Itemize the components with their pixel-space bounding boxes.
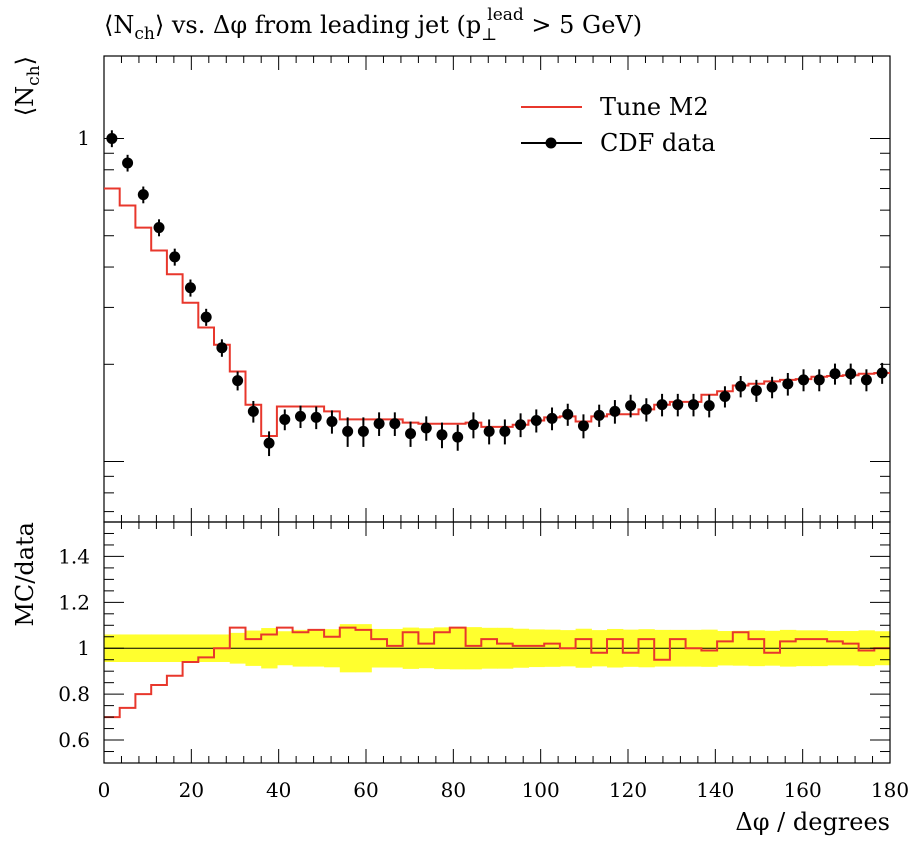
data-point	[609, 405, 621, 417]
legend-mc-label: Tune M2	[600, 93, 709, 121]
legend-data-label: CDF data	[600, 129, 716, 157]
data-point	[436, 429, 448, 441]
data-point	[656, 399, 668, 411]
data-point	[169, 251, 181, 263]
data-point	[688, 399, 699, 411]
data-point	[106, 132, 118, 144]
ratio-y-tick-label: 1.4	[58, 544, 90, 568]
data-point	[845, 368, 857, 380]
legend-data-marker	[545, 137, 557, 149]
data-point	[766, 381, 778, 393]
ratio-y-tick-label: 1	[77, 636, 90, 660]
data-point	[200, 311, 212, 323]
data-point	[577, 420, 589, 432]
y-axis-label-main: ⟨Nch⟩	[11, 56, 44, 116]
data-point	[640, 403, 652, 415]
data-point	[247, 405, 259, 417]
data-point	[357, 425, 369, 437]
mc-line	[104, 187, 890, 437]
ratio-line-group	[104, 626, 890, 719]
data-point	[373, 418, 385, 430]
data-point	[546, 412, 558, 424]
main-plot-frame	[103, 55, 891, 523]
main-ticks	[103, 56, 891, 522]
data-point	[279, 413, 291, 425]
ratio-tick-labels: 0.6 0.8 1 1.2 1.4	[58, 544, 90, 752]
data-point	[750, 384, 762, 396]
x-tick-label: 80	[441, 778, 466, 802]
data-point	[593, 409, 605, 421]
data-point	[703, 400, 715, 412]
main-panel: 1 ⟨Nch⟩ Tune M2 CDF data	[11, 55, 891, 523]
data-point	[420, 422, 432, 434]
data-point	[735, 380, 747, 392]
data-point	[515, 419, 527, 431]
data-point	[122, 157, 134, 169]
data-group	[106, 130, 888, 457]
data-point	[310, 411, 322, 423]
data-point	[798, 374, 810, 386]
data-point	[860, 374, 872, 386]
data-point	[719, 390, 731, 402]
x-tick-label: 140	[696, 778, 734, 802]
data-point	[876, 367, 888, 379]
ratio-plot-frame	[103, 521, 891, 764]
ratio-panel: 0.6 0.8 1 1.2 1.4 MC/data	[11, 521, 891, 764]
x-tick-labels: 0 20 40 60 80 100 120 140 160 180	[98, 778, 909, 802]
data-point	[829, 368, 841, 380]
data-point	[389, 418, 401, 430]
ratio-y-tick-label: 0.6	[58, 728, 90, 752]
data-point	[295, 410, 306, 422]
data-point	[483, 425, 495, 437]
x-tick-label: 40	[266, 778, 291, 802]
mc-line-group	[104, 187, 890, 437]
data-point	[467, 419, 479, 431]
ratio-mc-line	[104, 626, 890, 719]
chart-title: ⟨Nch⟩ vs. Δφ from leading jet (p⊥lead > …	[104, 5, 642, 45]
data-point	[263, 437, 275, 449]
data-point	[232, 375, 244, 387]
data-point	[153, 222, 165, 234]
data-point	[499, 425, 511, 437]
data-point	[137, 189, 149, 201]
x-tick-label: 120	[609, 778, 647, 802]
x-tick-label: 100	[522, 778, 560, 802]
ratio-ticks	[103, 522, 891, 763]
data-point	[326, 416, 338, 428]
data-point	[562, 408, 574, 420]
data-point	[452, 431, 464, 443]
data-point	[216, 342, 228, 354]
y-tick-label-1: 1	[77, 126, 90, 150]
x-tick-label: 0	[98, 778, 111, 802]
data-point	[782, 378, 794, 390]
ratio-y-tick-label: 1.2	[58, 590, 90, 614]
x-tick-label: 180	[871, 778, 909, 802]
data-point	[530, 414, 542, 426]
y-axis-label-ratio: MC/data	[11, 522, 39, 627]
data-point	[184, 282, 196, 294]
legend: Tune M2 CDF data	[521, 93, 716, 157]
x-axis-label: Δφ / degrees	[735, 808, 890, 836]
x-tick-label: 160	[784, 778, 822, 802]
ratio-y-tick-label: 0.8	[58, 682, 90, 706]
data-point	[405, 428, 417, 440]
x-tick-label: 20	[179, 778, 204, 802]
data-point	[672, 399, 684, 411]
data-point	[625, 400, 637, 412]
data-point	[813, 374, 825, 386]
x-tick-label: 60	[353, 778, 378, 802]
data-point	[342, 425, 354, 437]
